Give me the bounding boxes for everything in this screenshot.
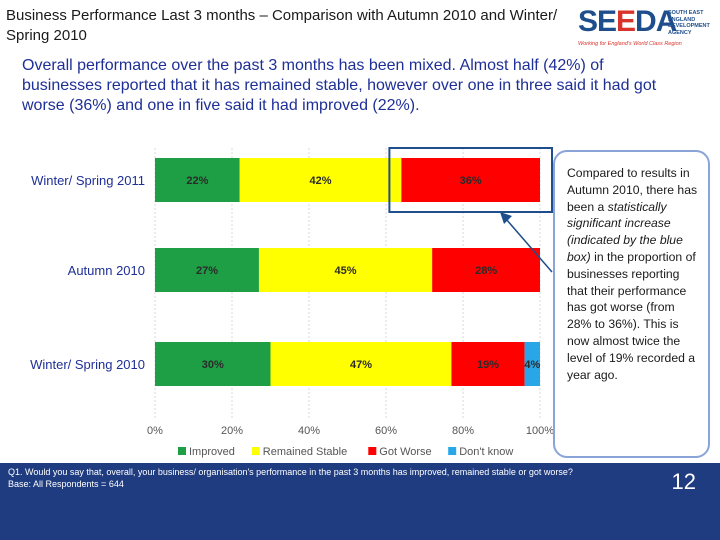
legend-swatch-don-t-know [448, 447, 457, 455]
data-label: 42% [310, 175, 332, 187]
category-label: Winter/ Spring 2011 [31, 173, 145, 188]
legend-label-improved: Improved [189, 446, 235, 458]
x-tick-label: 100% [526, 425, 554, 437]
bar-remained-stable [270, 342, 452, 386]
legend-swatch-remained-stable [251, 447, 260, 455]
page-number: 12 [671, 469, 696, 494]
x-tick-label: 0% [147, 425, 163, 437]
legend-swatch-improved [178, 447, 186, 455]
callout-text-after: in the proportion of businesses reportin… [567, 249, 696, 382]
bar-got-worse [432, 248, 540, 292]
callout-arrow-line [505, 218, 553, 273]
bar-remained-stable [258, 248, 433, 292]
data-label: 30% [202, 359, 224, 371]
slide-title: Business Performance Last 3 months – Com… [6, 7, 558, 44]
logo-strapline: Working for England's World Class Region [578, 41, 682, 47]
footer-bar: Q1. Would you say that, overall, your bu… [0, 463, 720, 540]
legend-label-remained-stable: Remained Stable [263, 446, 347, 458]
logo-wordmark: SEEDA [578, 5, 677, 38]
data-label: 45% [335, 265, 357, 277]
x-tick-label: 60% [375, 425, 397, 437]
legend-swatch-got-worse [368, 447, 377, 455]
bar-got-worse [451, 342, 525, 386]
bar-don-t-know [524, 342, 540, 386]
logo-agency-name: SOUTH EAST ENGLAND DEVELOPMENT AGENCY [668, 10, 710, 36]
data-label: 36% [460, 175, 482, 187]
stacked-bar-chart: 0% 20% 40% 60% 80% 100% Winter/ Spring 2011 22%… [30, 147, 554, 458]
base-text: Base: All Respondents = 644 [8, 479, 124, 489]
legend-label-got-worse: Got Worse [379, 446, 431, 458]
data-label: 47% [350, 359, 372, 371]
data-label: 22% [186, 175, 208, 187]
seeda-logo: SEEDA SOUTH EAST ENGLAND DEVELOPMENT AGE… [578, 6, 714, 52]
data-label: 19% [477, 359, 499, 371]
callout-emphasis: statistically significant increase (indi… [567, 199, 683, 264]
data-label: 4% [524, 359, 540, 371]
legend-label-don-t-know: Don't know [459, 446, 513, 458]
category-label: Autumn 2010 [68, 263, 145, 278]
summary-text: Overall performance over the past 3 mont… [22, 57, 657, 114]
question-text: Q1. Would you say that, overall, your bu… [8, 467, 573, 477]
x-tick-label: 20% [221, 425, 243, 437]
x-tick-label: 80% [452, 425, 474, 437]
significance-highlight-box [388, 147, 553, 213]
bar-remained-stable [239, 158, 402, 202]
data-label: 27% [196, 265, 218, 277]
category-label: Winter/ Spring 2010 [30, 357, 145, 372]
callout-text-before: Compared to results in Autumn 2010, ther… [567, 166, 698, 214]
callout-box: Compared to results in Autumn 2010, ther… [553, 150, 710, 458]
bar-got-worse [401, 158, 540, 202]
bar-improved [155, 342, 271, 386]
bar-improved [155, 158, 240, 202]
x-tick-label: 40% [298, 425, 320, 437]
data-label: 28% [475, 265, 497, 277]
footnote: Q1. Would you say that, overall, your bu… [8, 466, 658, 490]
bar-improved [155, 248, 259, 292]
callout-arrow-head [500, 212, 512, 224]
